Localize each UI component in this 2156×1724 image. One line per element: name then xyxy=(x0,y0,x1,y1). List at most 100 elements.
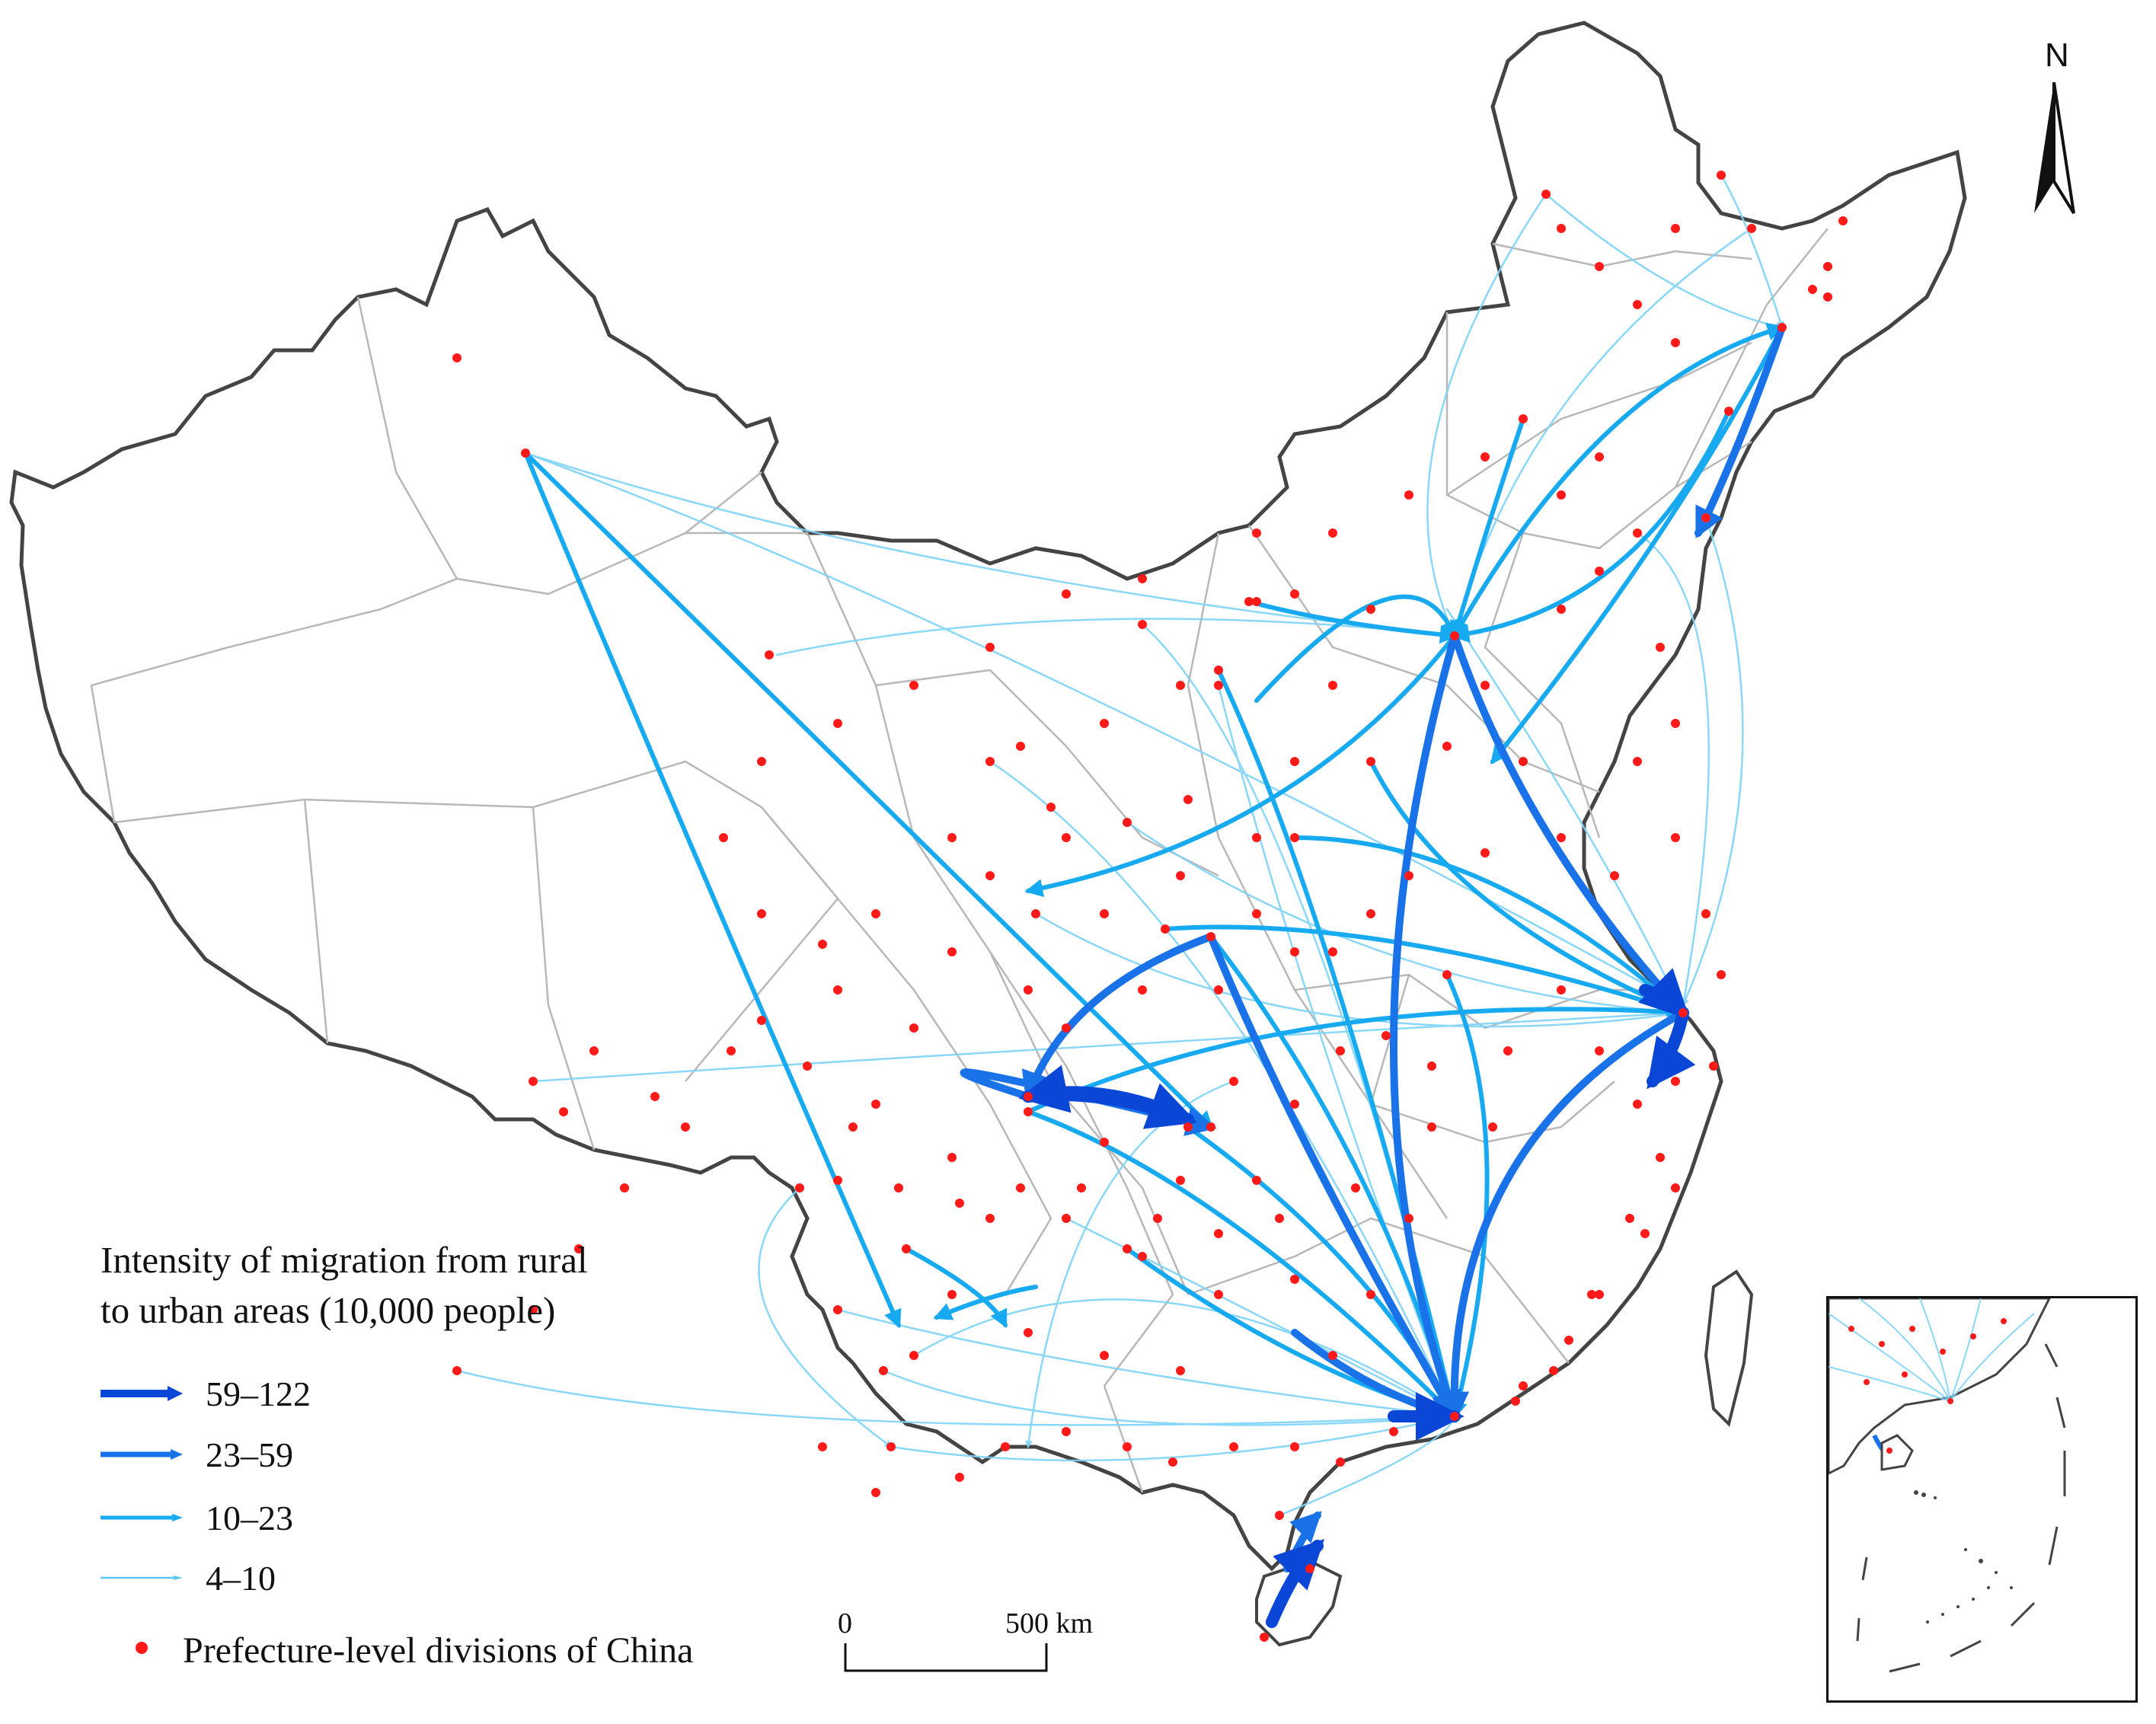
prefecture-dot xyxy=(848,1122,858,1132)
legend-row-class-1: 59–122 xyxy=(101,1371,311,1416)
prefecture-dot xyxy=(1252,909,1261,918)
prefecture-dot xyxy=(902,1244,911,1253)
prefecture-dot xyxy=(1389,1427,1398,1436)
prefecture-dot xyxy=(1153,1214,1162,1223)
prefecture-dot xyxy=(1366,1290,1375,1299)
prefecture-dot xyxy=(1564,1336,1573,1345)
prefecture-dot xyxy=(1046,803,1056,812)
prefecture-dot xyxy=(871,1488,880,1497)
prefecture-dot xyxy=(1168,1457,1177,1467)
prefecture-dot xyxy=(521,449,530,458)
prefecture-dot xyxy=(1244,597,1254,606)
prefecture-dot xyxy=(574,1244,583,1253)
prefecture-dot xyxy=(833,719,842,728)
prefecture-dot xyxy=(1138,1252,1147,1261)
prefecture-dot xyxy=(452,353,462,362)
prefecture-dot xyxy=(1610,871,1619,880)
prefecture-dot xyxy=(1176,681,1185,690)
prefecture-dot xyxy=(871,1100,880,1109)
prefecture-dot xyxy=(1328,947,1337,956)
prefecture-dot xyxy=(833,985,842,994)
prefecture-dot xyxy=(879,1366,888,1375)
prefecture-dot xyxy=(1671,833,1680,842)
prefecture-dot xyxy=(1176,1176,1185,1185)
prefecture-dot xyxy=(757,1016,766,1025)
prefecture-dot xyxy=(1275,1511,1284,1520)
prefecture-dot xyxy=(1671,1077,1680,1086)
prefecture-dot xyxy=(818,1442,827,1451)
prefecture-dot xyxy=(1305,1564,1314,1573)
prefecture-dot xyxy=(1366,605,1375,614)
prefecture-dot xyxy=(909,1023,918,1033)
prefecture-dot xyxy=(559,1107,568,1116)
legend-arrow-medium xyxy=(101,1514,183,1521)
prefecture-dot xyxy=(1123,1244,1132,1253)
prefecture-dot xyxy=(1595,262,1604,271)
prefecture-dot xyxy=(1183,1122,1193,1132)
prefecture-dot xyxy=(589,1046,599,1055)
prefecture-dot xyxy=(1214,1229,1223,1238)
prefecture-dot xyxy=(1503,1046,1512,1055)
legend-row-class-3: 10–23 xyxy=(101,1495,293,1540)
prefecture-dot xyxy=(1138,574,1147,583)
prefecture-dot xyxy=(1290,589,1299,599)
prefecture-dot xyxy=(1100,1351,1109,1360)
prefecture-dot xyxy=(894,1183,903,1192)
north-label: N xyxy=(2045,37,2069,74)
north-arrow-icon xyxy=(2034,82,2075,215)
prefecture-dot xyxy=(1709,1062,1718,1071)
prefecture-dot xyxy=(1024,1107,1033,1116)
prefecture-dot xyxy=(1671,719,1680,728)
prefecture-dot xyxy=(1138,985,1147,994)
prefecture-dot xyxy=(1511,1397,1520,1406)
prefecture-dot xyxy=(1541,190,1551,199)
prefecture-dot xyxy=(1260,1633,1269,1642)
prefecture-dot xyxy=(947,1153,957,1162)
prefecture-dot xyxy=(1252,597,1261,606)
prefecture-dot xyxy=(1480,848,1490,857)
prefecture-dot xyxy=(1001,1442,1010,1451)
prefecture-dot xyxy=(1701,909,1710,918)
prefecture-dot xyxy=(955,1473,964,1482)
prefecture-dot xyxy=(1823,262,1832,271)
prefecture-dot xyxy=(1717,171,1726,180)
prefecture-dot xyxy=(757,909,766,918)
prefecture-dot xyxy=(1100,909,1109,918)
prefecture-dot xyxy=(1557,605,1566,614)
prefecture-dot xyxy=(1161,924,1170,934)
prefecture-dot xyxy=(955,1199,964,1208)
prefecture-dot xyxy=(1701,513,1710,522)
legend-title: Intensity of migration from rural to urb… xyxy=(101,1235,588,1336)
prefecture-dot xyxy=(1252,833,1261,842)
prefecture-dot xyxy=(1480,681,1490,690)
prefecture-dot xyxy=(1633,300,1642,309)
prefecture-dot xyxy=(1062,833,1071,842)
prefecture-dot xyxy=(1275,1214,1284,1223)
prefecture-dot xyxy=(1024,1328,1033,1337)
legend-arrow-thick xyxy=(101,1386,183,1401)
prefecture-dot xyxy=(833,1176,842,1185)
prefecture-dot xyxy=(1823,292,1832,302)
prefecture-dot xyxy=(1366,757,1375,766)
prefecture-dot xyxy=(947,1290,957,1299)
prefecture-dot xyxy=(1519,757,1528,766)
prefecture-dot xyxy=(1062,589,1071,599)
prefecture-dot xyxy=(1404,1214,1413,1223)
prefecture-dot xyxy=(985,1214,995,1223)
legend-row-class-4: 4–10 xyxy=(101,1555,276,1601)
prefecture-dot xyxy=(1519,1381,1528,1390)
prefecture-dot xyxy=(909,1351,918,1360)
prefecture-dot xyxy=(985,871,995,880)
prefecture-dot xyxy=(1450,1412,1459,1421)
prefecture-dot xyxy=(1717,970,1726,979)
prefecture-dot xyxy=(1062,1427,1071,1436)
prefecture-dot xyxy=(1549,1366,1558,1375)
prefecture-dot xyxy=(1214,666,1223,675)
prefecture-dot xyxy=(1290,1442,1299,1451)
prefecture-dot xyxy=(909,681,918,690)
legend-dots-label: Prefecture-level divisions of China xyxy=(183,1630,694,1671)
prefecture-dot xyxy=(1062,1023,1071,1033)
prefecture-dot xyxy=(1633,1100,1642,1109)
prefecture-dot xyxy=(1595,452,1604,461)
scale-start-label: 0 xyxy=(838,1607,852,1639)
